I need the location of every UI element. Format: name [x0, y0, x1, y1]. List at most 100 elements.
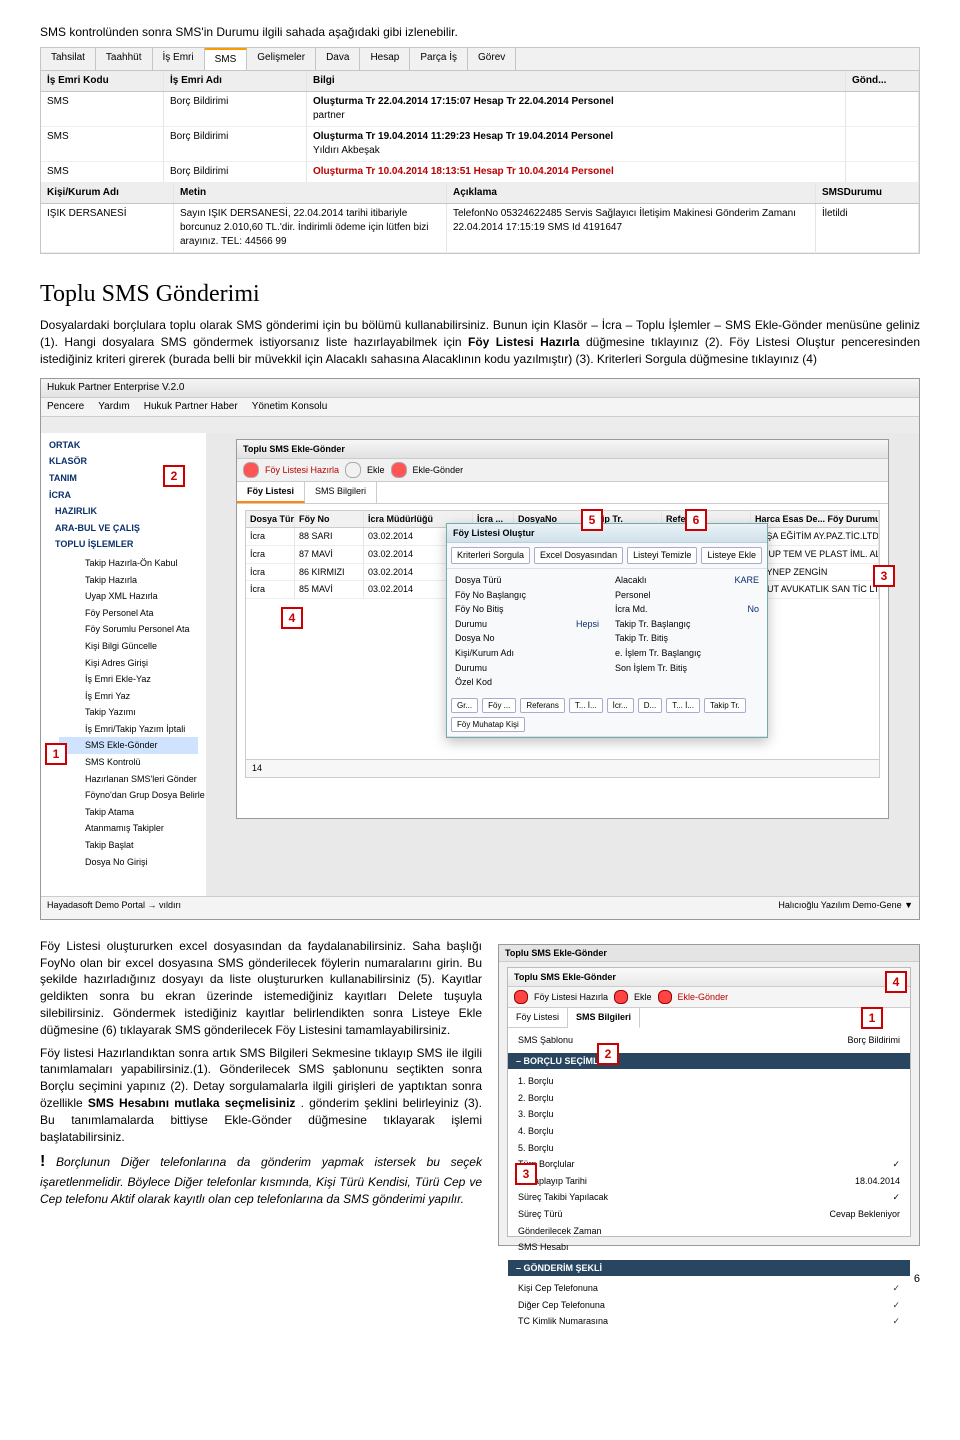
sms-row[interactable]: Türn Borçlular✓ — [518, 1156, 900, 1173]
sms-eklegonder-icon — [658, 990, 672, 1004]
sms-subtabs: Föy Listesi SMS Bilgileri — [508, 1008, 910, 1028]
grid-tab[interactable]: Parça İş — [410, 48, 468, 70]
sms-btn-hazirla[interactable]: Föy Listesi Hazırla — [534, 991, 608, 1004]
tree-item[interactable]: Atanmamış Takipler — [59, 820, 198, 837]
tree-item[interactable]: SMS Kontrolü — [59, 754, 198, 771]
col-bilgi: Bilgi — [307, 71, 846, 91]
borclu-row[interactable]: 5. Borçlu — [518, 1140, 900, 1157]
sms-row[interactable]: Süreç TürüCevap Bekleniyor — [518, 1206, 900, 1223]
subtab-smsbilgi[interactable]: SMS Bilgileri — [305, 482, 377, 503]
sms-btn-ekle[interactable]: Ekle — [634, 991, 652, 1004]
subtab-foylistesi[interactable]: Föy Listesi — [237, 482, 305, 503]
para1-b: Föy Listesi Hazırla — [468, 335, 580, 349]
tree-item[interactable]: Takip Atama — [59, 804, 198, 821]
foy-dialog: Föy Listesi Oluştur Kriterleri SorgulaEx… — [446, 523, 768, 738]
grid-tab[interactable]: İş Emri — [153, 48, 205, 70]
dialog-btn[interactable]: Listeyi Temizle — [627, 547, 697, 564]
col-ad: İş Emri Adı — [164, 71, 307, 91]
marker-6: 6 — [685, 509, 707, 531]
borclu-row[interactable]: 3. Borçlu — [518, 1106, 900, 1123]
dialog-btnrow: Kriterleri SorgulaExcel DosyasındanListe… — [447, 543, 767, 569]
sms-btn-eklegonder[interactable]: Ekle-Gönder — [678, 991, 729, 1004]
tree-item[interactable]: Takip Yazımı — [59, 704, 198, 721]
dialog-btn[interactable]: Excel Dosyasından — [534, 547, 623, 564]
gsec-row[interactable]: Diğer Cep Telefonuna — [518, 1297, 900, 1314]
tree-arabul[interactable]: ARA-BUL VE ÇALIŞ — [41, 520, 206, 537]
sms-ekle-icon — [614, 990, 628, 1004]
col2-metin: Metin — [174, 183, 447, 203]
grid-row[interactable]: SMSBorç BildirimiOluşturma Tr 10.04.2014… — [41, 162, 919, 183]
tree-item[interactable]: Uyap XML Hazırla — [59, 588, 198, 605]
col-kod: İş Emri Kodu — [41, 71, 164, 91]
grid-row[interactable]: SMSBorç BildirimiOluşturma Tr 19.04.2014… — [41, 127, 919, 162]
tree-item[interactable]: Kişi Bilgi Güncelle — [59, 638, 198, 655]
borclu-row[interactable]: 4. Borçlu — [518, 1123, 900, 1140]
tree-item[interactable]: Kişi Adres Girişi — [59, 655, 198, 672]
grid-header2: Kişi/Kurum Adı Metin Açıklama SMSDurumu — [41, 183, 919, 204]
dialog-bottom: Gr...Föy ...ReferansT... İ...İcr...D...T… — [447, 694, 767, 737]
tree-item[interactable]: Föyno'dan Grup Dosya Belirle — [59, 787, 198, 804]
grid-tab[interactable]: Görev — [468, 48, 516, 70]
dialog-btn[interactable]: Listeye Ekle — [701, 547, 762, 564]
sms-row[interactable]: Süreç Takibi Yapılacak✓ — [518, 1189, 900, 1206]
para1: Dosyalardaki borçlulara toplu olarak SMS… — [40, 317, 920, 367]
tree-item[interactable]: Dosya No Girişi — [59, 854, 198, 871]
sms-tab-foy[interactable]: Föy Listesi — [508, 1008, 568, 1028]
tree-hazirlik[interactable]: HAZIRLIK — [41, 503, 206, 520]
menu-item[interactable]: Yönetim Konsolu — [252, 401, 328, 412]
tree-item[interactable]: İş Emri/Takip Yazım İptali — [59, 721, 198, 738]
sms-tab-bilgi[interactable]: SMS Bilgileri — [568, 1008, 640, 1028]
grid-tab[interactable]: Tahsilat — [41, 48, 96, 70]
tree-item[interactable]: Föy Sorumlu Personel Ata — [59, 621, 198, 638]
tree-item[interactable]: Takip Başlat — [59, 837, 198, 854]
gsec-row[interactable]: TC Kimlik Numarasına — [518, 1313, 900, 1330]
grid-tab[interactable]: Gelişmeler — [247, 48, 316, 70]
tree-item[interactable]: SMS Ekle-Gönder — [59, 737, 198, 754]
grid-row[interactable]: SMSBorç BildirimiOluşturma Tr 22.04.2014… — [41, 92, 919, 127]
grid-tab[interactable]: Dava — [316, 48, 360, 70]
inner-title: Toplu SMS Ekle-Gönder — [237, 440, 888, 460]
menu-item[interactable]: Yardım — [98, 401, 130, 412]
menu-item[interactable]: Hukuk Partner Haber — [144, 401, 238, 412]
grid-tab[interactable]: Taahhüt — [96, 48, 153, 70]
btn-eklegonder[interactable]: Ekle-Gönder — [413, 464, 464, 477]
ekle-icon — [345, 462, 361, 478]
nav-tree[interactable]: ORTAK KLASÖR TANIM İCRA HAZIRLIK ARA-BUL… — [41, 433, 207, 899]
menu-item[interactable]: Pencere — [47, 401, 84, 412]
hazirla-icon — [243, 462, 259, 478]
borclu-row[interactable]: 1. Borçlu — [518, 1073, 900, 1090]
tree-ortak[interactable]: ORTAK — [41, 437, 206, 454]
sms-grid-tabs: TahsilatTaahhütİş EmriSMSGelişmelerDavaH… — [41, 48, 919, 71]
sms-sablon-value[interactable]: Borç Bildirimi — [847, 1034, 900, 1047]
subtabs: Föy Listesi SMS Bilgileri — [237, 482, 888, 504]
grid-tab[interactable]: SMS — [205, 48, 248, 70]
sms-toolbar: Föy Listesi Hazırla Ekle Ekle-Gönder — [508, 987, 910, 1008]
tree-item[interactable]: İş Emri Ekle-Yaz — [59, 671, 198, 688]
sms-row[interactable]: Gönderilecek Zaman — [518, 1223, 900, 1240]
btn-ekle[interactable]: Ekle — [367, 464, 385, 477]
tree-item[interactable]: Takip Hazırla — [59, 572, 198, 589]
dialog-btn[interactable]: Kriterleri Sorgula — [451, 547, 530, 564]
tree-item[interactable]: Takip Hazırla-Ön Kabul — [59, 555, 198, 572]
dialog-title: Föy Listesi Oluştur — [447, 524, 767, 544]
sms-hazirla-icon — [514, 990, 528, 1004]
status-right[interactable]: Halıcıoğlu Yazılım Demo-Gene ▼ — [778, 899, 913, 917]
btn-hazirla[interactable]: Föy Listesi Hazırla — [265, 464, 339, 477]
tree-item[interactable]: İş Emri Yaz — [59, 688, 198, 705]
sms-sablon-label: SMS Şablonu — [518, 1034, 573, 1047]
sms-marker-4: 4 — [885, 971, 907, 993]
sms-row[interactable]: SMS Hesabı — [518, 1239, 900, 1256]
tree-item[interactable]: Hazırlanan SMS'leri Gönder — [59, 771, 198, 788]
tree-item[interactable]: Föy Personel Ata — [59, 605, 198, 622]
grid-header: İş Emri Kodu İş Emri Adı Bilgi Gönd... — [41, 71, 919, 92]
sms-settings-panel: Toplu SMS Ekle-Gönder Toplu SMS Ekle-Gön… — [498, 944, 920, 1246]
detail-aciklama: TelefonNo 05324622485 Servis Sağlayıcı İ… — [447, 204, 816, 252]
marker-3: 3 — [873, 565, 895, 587]
tree-icra[interactable]: İCRA — [41, 487, 206, 504]
col-gond: Gönd... — [846, 71, 919, 91]
gsec-row[interactable]: Kişi Cep Telefonuna — [518, 1280, 900, 1297]
sms-row[interactable]: Hesaplayıp Tarihi18.04.2014 — [518, 1173, 900, 1190]
grid-tab[interactable]: Hesap — [360, 48, 410, 70]
tree-topluislem[interactable]: TOPLU İŞLEMLER — [41, 536, 206, 553]
borclu-row[interactable]: 2. Borçlu — [518, 1090, 900, 1107]
